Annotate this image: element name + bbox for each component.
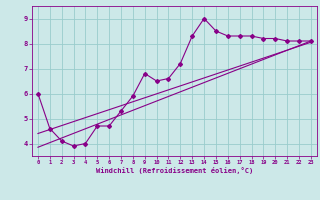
X-axis label: Windchill (Refroidissement éolien,°C): Windchill (Refroidissement éolien,°C) (96, 167, 253, 174)
